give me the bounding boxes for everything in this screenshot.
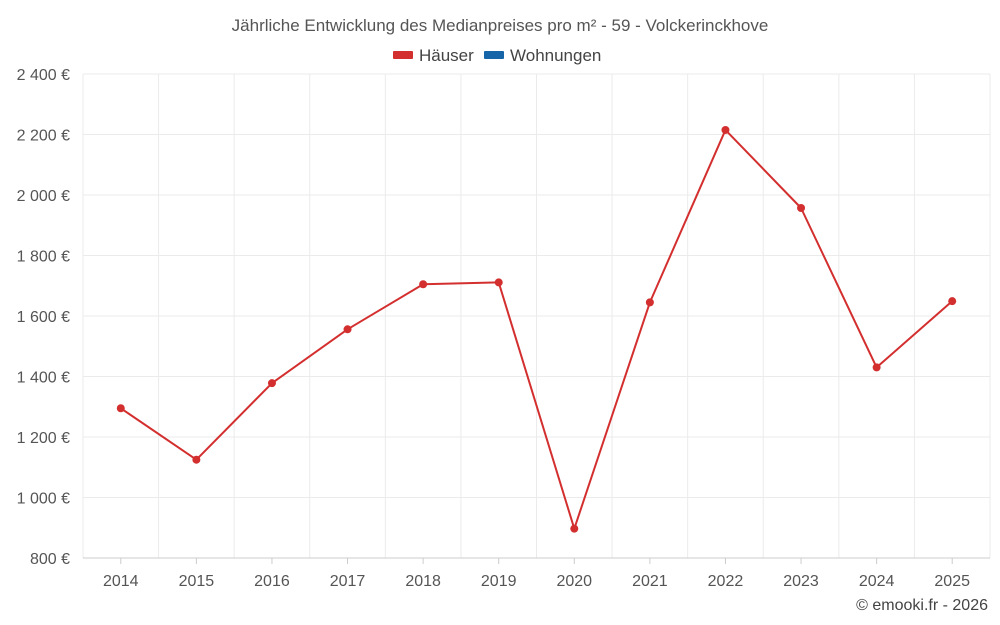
data-point[interactable] [948,297,957,306]
x-tick-label: 2020 [556,573,592,590]
chart-credit: © emooki.fr - 2026 [856,597,988,614]
data-point[interactable] [343,325,352,334]
data-point[interactable] [192,455,201,464]
data-point[interactable] [721,125,730,134]
x-axis-ticks: 2014 2015 2016 2017 2018 2019 2020 2021 2022 2023… [103,558,970,590]
data-point[interactable] [419,280,428,289]
series-layer [116,125,957,533]
data-point[interactable] [494,278,503,287]
data-point[interactable] [797,204,806,213]
y-tick-label: 800 € [30,551,70,568]
data-point[interactable] [267,379,276,388]
x-tick-label: 2018 [405,573,441,590]
y-axis-ticks: 800 € 1 000 € 1 200 € 1 400 € 1 600 € 1 800 €… [17,67,70,568]
y-tick-label: 1 200 € [17,430,70,447]
x-tick-label: 2014 [103,573,139,590]
legend-label-apartments: Wohnungen [510,46,601,65]
legend-label-houses: Häuser [419,46,474,65]
y-tick-label: 2 200 € [17,128,70,145]
x-tick-label: 2022 [708,573,744,590]
legend: Häuser Wohnungen [393,46,601,65]
x-tick-label: 2019 [481,573,517,590]
series-houses [116,125,957,533]
data-point[interactable] [570,524,579,533]
y-tick-label: 2 000 € [17,188,70,205]
y-tick-label: 2 400 € [17,67,70,84]
y-tick-label: 1 800 € [17,249,70,266]
x-tick-label: 2023 [783,573,819,590]
x-tick-label: 2021 [632,573,668,590]
y-tick-label: 1 400 € [17,370,70,387]
chart-title: Jährliche Entwicklung des Medianpreises … [232,16,769,35]
x-tick-label: 2024 [859,573,895,590]
legend-swatch-apartments [484,51,504,59]
x-tick-label: 2016 [254,573,290,590]
series-line [120,128,953,530]
legend-item-apartments[interactable]: Wohnungen [484,46,601,65]
data-point[interactable] [872,363,881,372]
data-point[interactable] [116,404,125,413]
x-gridlines [82,74,991,558]
x-tick-label: 2017 [330,573,366,590]
legend-item-houses[interactable]: Häuser [393,46,474,65]
y-tick-label: 1 600 € [17,309,70,326]
x-tick-label: 2015 [179,573,215,590]
data-point[interactable] [645,298,654,307]
x-tick-label: 2025 [934,573,970,590]
y-tick-label: 1 000 € [17,491,70,508]
legend-swatch-houses [393,51,413,59]
